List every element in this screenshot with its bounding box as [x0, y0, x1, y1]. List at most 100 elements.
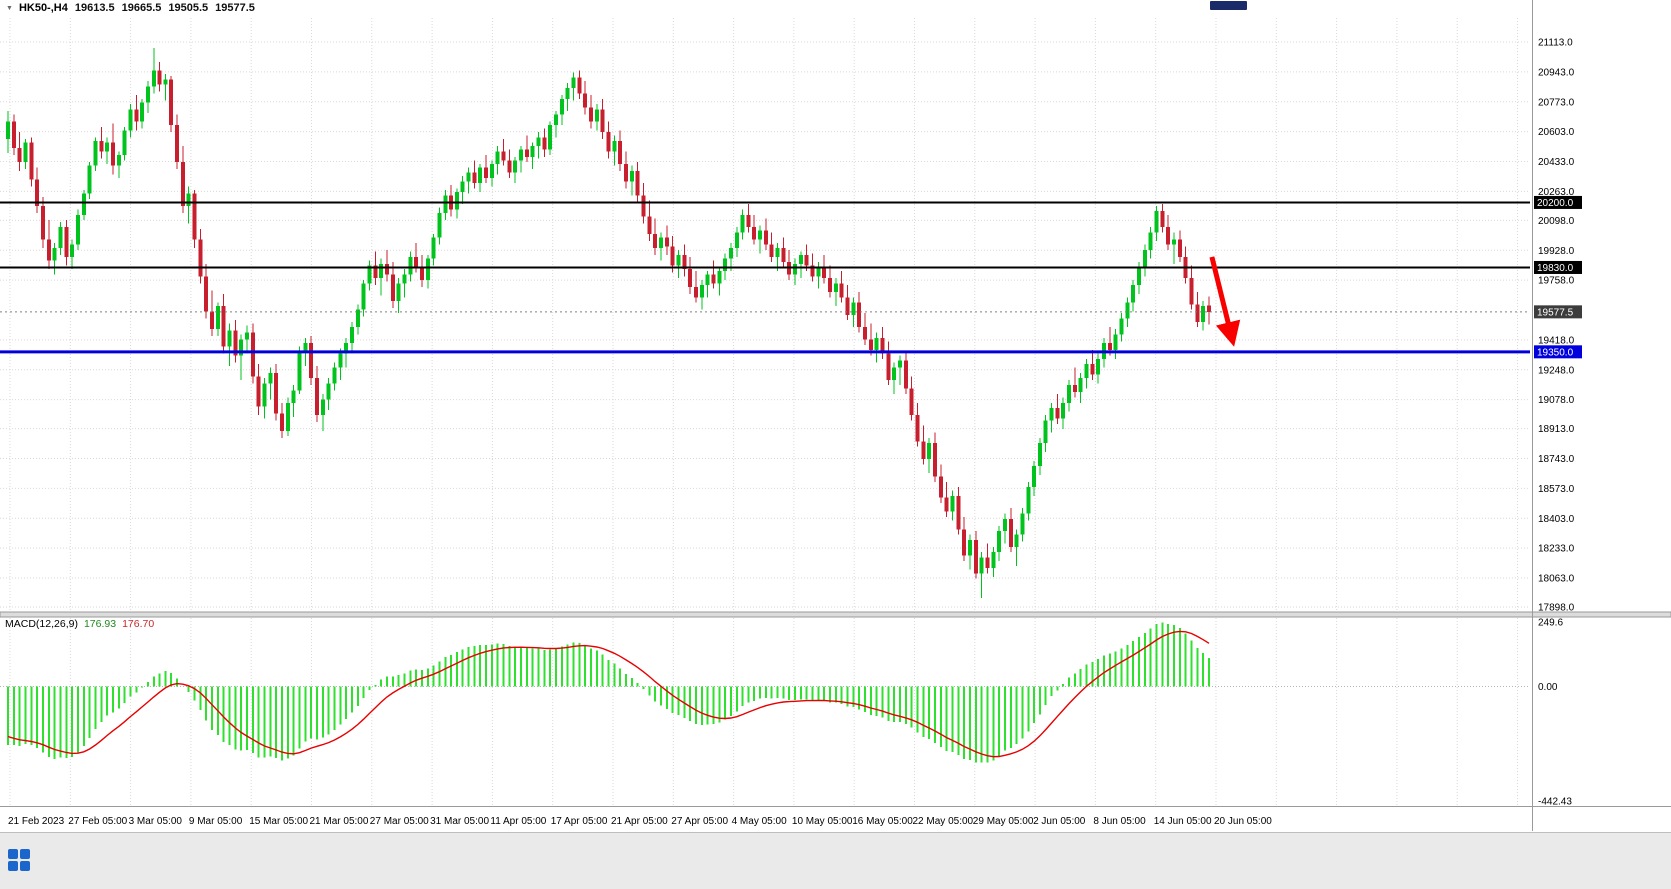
candle-body	[215, 306, 220, 329]
candle-body	[769, 244, 774, 257]
candle-body	[559, 98, 564, 115]
candle-body	[717, 270, 722, 284]
time-axis-label: 16 May 05:00	[852, 816, 913, 827]
time-axis-label: 2 Jun 05:00	[1033, 816, 1086, 827]
candle-body	[349, 327, 354, 344]
candle-body	[793, 263, 798, 275]
candle-body	[1049, 408, 1054, 421]
candle-body	[338, 353, 343, 368]
candle-body	[938, 476, 943, 498]
price-tag-label: 19350.0	[1537, 347, 1574, 358]
candle-body	[833, 283, 838, 293]
candle-body	[23, 142, 28, 163]
candle-body	[571, 77, 576, 89]
candle-body	[1037, 443, 1042, 467]
candle-body	[1195, 304, 1200, 322]
candle-body	[454, 191, 459, 210]
candle-body	[361, 283, 366, 310]
price-axis-label: 19418.0	[1538, 335, 1575, 346]
candle-body	[1061, 402, 1066, 419]
candle-body	[857, 302, 862, 328]
candle-body	[524, 149, 529, 157]
candle-body	[682, 255, 687, 270]
candle-body	[810, 265, 815, 277]
candle-body	[285, 402, 290, 431]
candle-body	[425, 258, 430, 280]
candle-body	[1096, 358, 1101, 375]
candle-body	[612, 140, 617, 152]
candle-body	[466, 172, 471, 182]
candle-body	[583, 93, 588, 108]
candle-body	[758, 230, 763, 240]
macd-signal-value: 176.70	[122, 618, 155, 630]
candle-body	[122, 130, 127, 155]
candle-body	[116, 155, 121, 166]
macd-series	[0, 622, 1530, 763]
candle-body	[274, 372, 279, 414]
candle-body	[198, 239, 203, 277]
candle-body	[75, 214, 80, 245]
price-axis-label: 19248.0	[1538, 365, 1575, 376]
candle-body	[903, 360, 908, 389]
candle-body	[180, 162, 185, 206]
chart-scrollbar-thumb[interactable]	[1210, 1, 1247, 10]
time-axis-label: 8 Jun 05:00	[1093, 816, 1146, 827]
time-axis-label: 3 Mar 05:00	[129, 816, 183, 827]
time-axis-label: 21 Apr 05:00	[611, 816, 668, 827]
candle-body	[653, 234, 658, 249]
candle-body	[1008, 518, 1013, 547]
quote-high: 19665.5	[121, 2, 162, 14]
candlestick-series	[6, 47, 1211, 598]
chart-annotations	[0, 201, 1530, 354]
candle-body	[530, 146, 535, 157]
candle-body	[536, 137, 541, 147]
candle-body	[985, 557, 990, 568]
price-axis-label: 19078.0	[1538, 395, 1575, 406]
price-axis-label: 20433.0	[1538, 157, 1575, 168]
candle-body	[35, 179, 40, 206]
candle-body	[676, 255, 681, 266]
price-axis-label: 18743.0	[1538, 454, 1575, 465]
price-axis-label: 19928.0	[1538, 246, 1575, 257]
candle-body	[1142, 249, 1147, 268]
candle-body	[1078, 378, 1083, 393]
candle-body	[950, 495, 955, 512]
symbol-dropdown-icon[interactable]: ▼	[6, 4, 13, 12]
trend-arrow[interactable]	[1209, 256, 1241, 347]
candle-body	[58, 227, 63, 249]
price-tag	[1534, 305, 1582, 319]
candle-body	[1172, 239, 1176, 245]
candle-body	[419, 267, 424, 280]
candle-body	[816, 267, 821, 277]
candle-body	[1119, 318, 1124, 335]
candle-body	[734, 232, 739, 249]
candle-body	[915, 415, 920, 442]
candle-body	[384, 263, 389, 275]
time-axis-label: 29 May 05:00	[973, 816, 1034, 827]
grid	[0, 18, 1530, 806]
candle-body	[822, 267, 827, 279]
candle-body	[874, 337, 879, 351]
candle-body	[863, 327, 868, 340]
candle-body	[1125, 302, 1130, 319]
symbol-timeframe-label: HK50-,H4	[18, 2, 68, 14]
candle-body	[519, 149, 524, 161]
candle-body	[1084, 364, 1089, 379]
candle-body	[1131, 285, 1136, 303]
candle-body	[1189, 278, 1194, 305]
candle-body	[134, 109, 139, 122]
candle-body	[46, 239, 51, 261]
macd-axis-label: -442.43	[1538, 797, 1572, 808]
candle-body	[478, 167, 483, 184]
candle-body	[373, 265, 378, 279]
panel-splitter[interactable]	[0, 611, 1671, 618]
candle-body	[204, 276, 209, 312]
candle-body	[565, 88, 570, 99]
candle-body	[140, 102, 145, 122]
price-axis-label: 18913.0	[1538, 424, 1575, 435]
app-grid-icon[interactable]	[8, 849, 30, 871]
candle-body	[1002, 518, 1007, 532]
candle-body	[554, 114, 559, 126]
